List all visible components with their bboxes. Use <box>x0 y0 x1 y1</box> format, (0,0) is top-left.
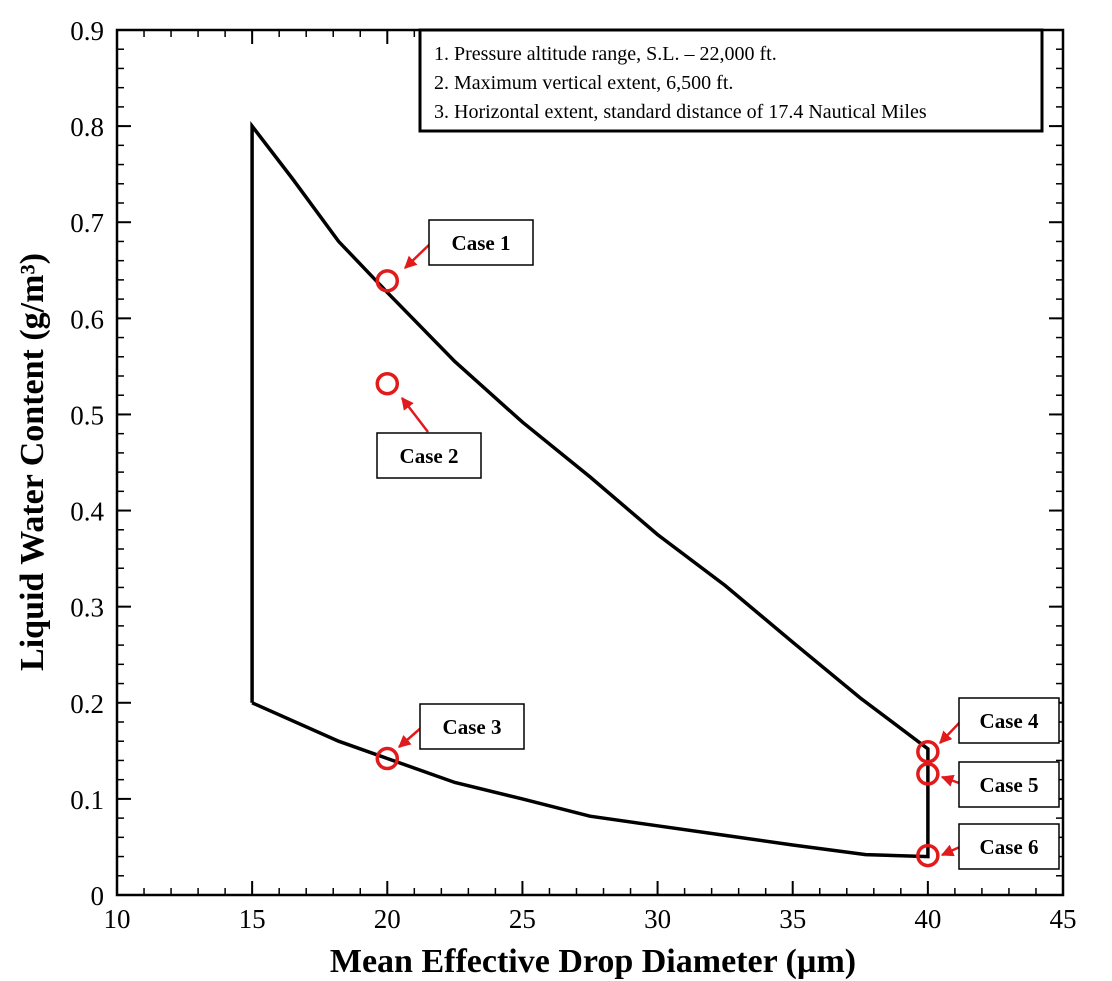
case-marker <box>916 762 940 786</box>
case-arrow <box>401 397 429 433</box>
case-label-box <box>958 761 1060 808</box>
case-marker <box>375 269 400 293</box>
case-arrow <box>398 726 423 748</box>
x-tick-label: 25 <box>509 904 536 934</box>
note-3: 3. Horizontal extent, standard distance … <box>434 101 927 123</box>
case-markers <box>375 269 940 868</box>
case-marker <box>916 843 940 868</box>
case-label-box <box>376 432 482 479</box>
x-tick-label: 10 <box>104 904 131 934</box>
case-label-box <box>958 697 1060 744</box>
x-tick-label: 40 <box>914 904 941 934</box>
y-tick-label: 0.4 <box>70 497 104 527</box>
x-tick-labels: 10 15 20 25 30 35 40 45 <box>104 904 1077 934</box>
x-tick-label: 45 <box>1050 904 1077 934</box>
case-label-box <box>419 703 525 750</box>
case-arrow <box>404 241 433 269</box>
x-tick-label: 30 <box>644 904 671 934</box>
y-tick-label: 0.6 <box>70 304 104 334</box>
case-label: Case 3 <box>443 715 502 739</box>
case-marker <box>375 746 400 771</box>
case-label-box <box>958 823 1060 870</box>
case-label-box <box>428 219 534 266</box>
y-tick-label: 0 <box>91 881 105 911</box>
x-tick-label: 15 <box>239 904 266 934</box>
y-tick-label: 0.9 <box>70 16 104 46</box>
case-label: Case 4 <box>980 709 1039 733</box>
case-marker <box>375 371 400 396</box>
case-label: Case 1 <box>452 231 511 255</box>
note-1: 1. Pressure altitude range, S.L. – 22,00… <box>434 43 777 65</box>
envelope-line <box>250 120 930 859</box>
notes-box: 1. Pressure altitude range, S.L. – 22,00… <box>418 28 1044 133</box>
y-tick-label: 0.7 <box>70 208 104 238</box>
case-label: Case 6 <box>980 835 1039 859</box>
y-tick-label: 0.1 <box>70 785 104 815</box>
y-tick-label: 0.2 <box>70 689 104 719</box>
x-tick-label: 35 <box>779 904 806 934</box>
case-label: Case 2 <box>400 444 459 468</box>
y-tick-label: 0.3 <box>70 593 104 623</box>
x-axis-title: Mean Effective Drop Diameter (µm) <box>330 943 856 980</box>
note-2: 2. Maximum vertical extent, 6,500 ft. <box>434 72 733 94</box>
y-axis-title: Liquid Water Content (g/m³) <box>14 253 51 671</box>
case-marker <box>916 740 940 764</box>
y-tick-label: 0.5 <box>70 400 104 430</box>
y-tick-labels: 0 0.1 0.2 0.3 0.4 0.5 0.6 0.7 0.8 0.9 <box>70 16 104 911</box>
case-label: Case 5 <box>980 773 1039 797</box>
case-callouts: Case 1 Case 2 Case 3 Case 4 Case 5 Case 6 <box>376 219 1060 870</box>
x-tick-label: 20 <box>374 904 401 934</box>
y-tick-label: 0.8 <box>70 112 104 142</box>
